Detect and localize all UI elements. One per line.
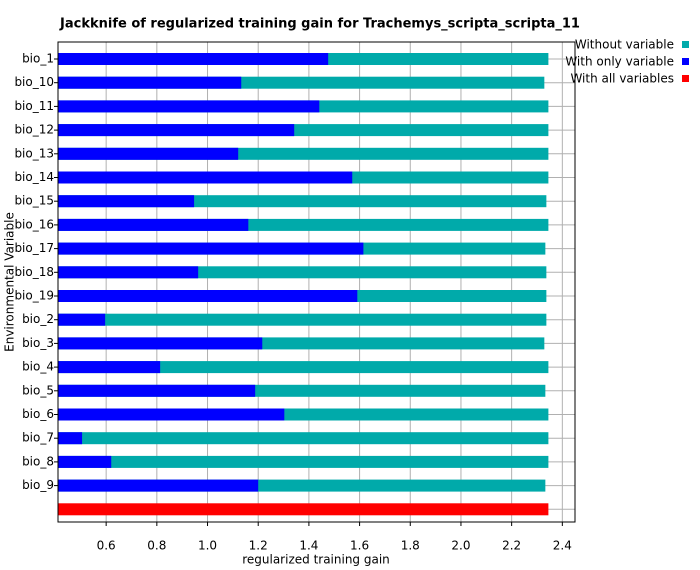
bar <box>58 147 239 160</box>
y-tick-label: bio_18 <box>14 265 54 279</box>
y-tick-label: bio_1 <box>22 52 54 66</box>
y-tick-label: bio_2 <box>22 312 54 326</box>
legend-swatch <box>682 41 689 48</box>
y-tick-label: bio_15 <box>14 194 54 208</box>
bar <box>58 195 195 208</box>
bar <box>58 361 549 374</box>
legend-swatch <box>682 58 689 65</box>
legend-label: Without variable <box>575 38 674 52</box>
x-tick-label: 2.2 <box>502 539 521 553</box>
y-tick-label: bio_12 <box>14 123 54 137</box>
bar <box>58 432 83 445</box>
bar <box>58 290 358 302</box>
x-tick-label: 1.6 <box>350 539 369 553</box>
x-tick-label: 2.4 <box>553 539 572 553</box>
bar <box>58 432 549 445</box>
x-tick-label: 0.6 <box>97 539 116 553</box>
y-tick-label: bio_4 <box>22 360 54 374</box>
bar <box>58 408 285 421</box>
bar <box>58 171 353 184</box>
x-tick-label: 2.0 <box>451 539 470 553</box>
y-axis-label: Environmental Variable <box>3 212 17 352</box>
bar <box>58 124 295 137</box>
y-tick-label: bio_3 <box>22 336 54 350</box>
bar <box>58 242 364 255</box>
bar <box>58 337 263 350</box>
x-tick-label: 1.0 <box>198 539 217 553</box>
bar <box>58 455 112 468</box>
x-tick-label: 0.8 <box>147 539 166 553</box>
x-tick-label: 1.8 <box>401 539 420 553</box>
x-tick-label: 1.4 <box>299 539 318 553</box>
bar <box>58 455 549 468</box>
y-tick-label: bio_19 <box>14 289 54 303</box>
plot-frame <box>57 41 576 523</box>
bar <box>58 218 249 231</box>
y-tick-label: bio_6 <box>22 407 54 421</box>
y-tick-label: bio_5 <box>22 383 54 397</box>
y-tick-label: bio_7 <box>22 431 54 445</box>
bar <box>58 100 320 113</box>
y-tick-label: bio_8 <box>22 454 54 468</box>
legend-label: With all variables <box>570 72 674 86</box>
x-axis-label: regularized training gain <box>242 553 390 567</box>
y-tick-label: bio_10 <box>14 75 54 89</box>
x-tick-label: 1.2 <box>249 539 268 553</box>
y-tick-label: bio_9 <box>22 478 54 492</box>
legend-label: With only variable <box>565 55 674 69</box>
bar <box>58 479 259 492</box>
legend-swatch <box>682 75 689 82</box>
y-tick-label: bio_13 <box>14 146 54 160</box>
y-tick-label: bio_14 <box>14 170 54 184</box>
chart-title: Jackknife of regularized training gain f… <box>59 17 580 32</box>
bar <box>58 361 161 374</box>
bar <box>58 313 106 326</box>
y-tick-label: bio_17 <box>14 241 54 255</box>
bar <box>58 503 549 516</box>
bar <box>58 266 199 279</box>
bar <box>58 76 242 89</box>
y-tick-label: bio_16 <box>14 217 54 231</box>
bar <box>58 313 547 326</box>
bar <box>58 384 256 397</box>
y-tick-label: bio_11 <box>14 99 54 113</box>
bar <box>58 53 329 65</box>
